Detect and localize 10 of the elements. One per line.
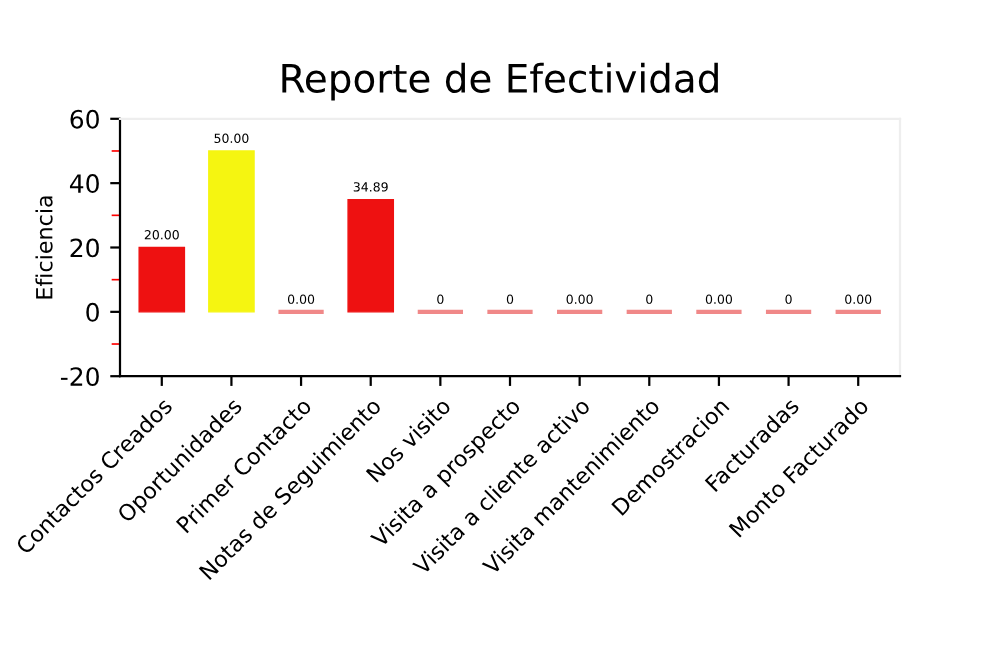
y-tick-label: 40	[69, 174, 99, 193]
bar	[347, 198, 395, 313]
y-tick-label: 0	[86, 302, 99, 322]
y-axis-title: Eficiencia	[35, 196, 53, 299]
y-tick-label: 20	[70, 238, 99, 258]
chart-title: Reporte de Efectividad	[282, 62, 718, 101]
bar	[208, 150, 255, 313]
bar	[138, 246, 186, 313]
y-tick-label: -20	[60, 367, 99, 387]
y-tick-label: 60	[70, 109, 99, 129]
